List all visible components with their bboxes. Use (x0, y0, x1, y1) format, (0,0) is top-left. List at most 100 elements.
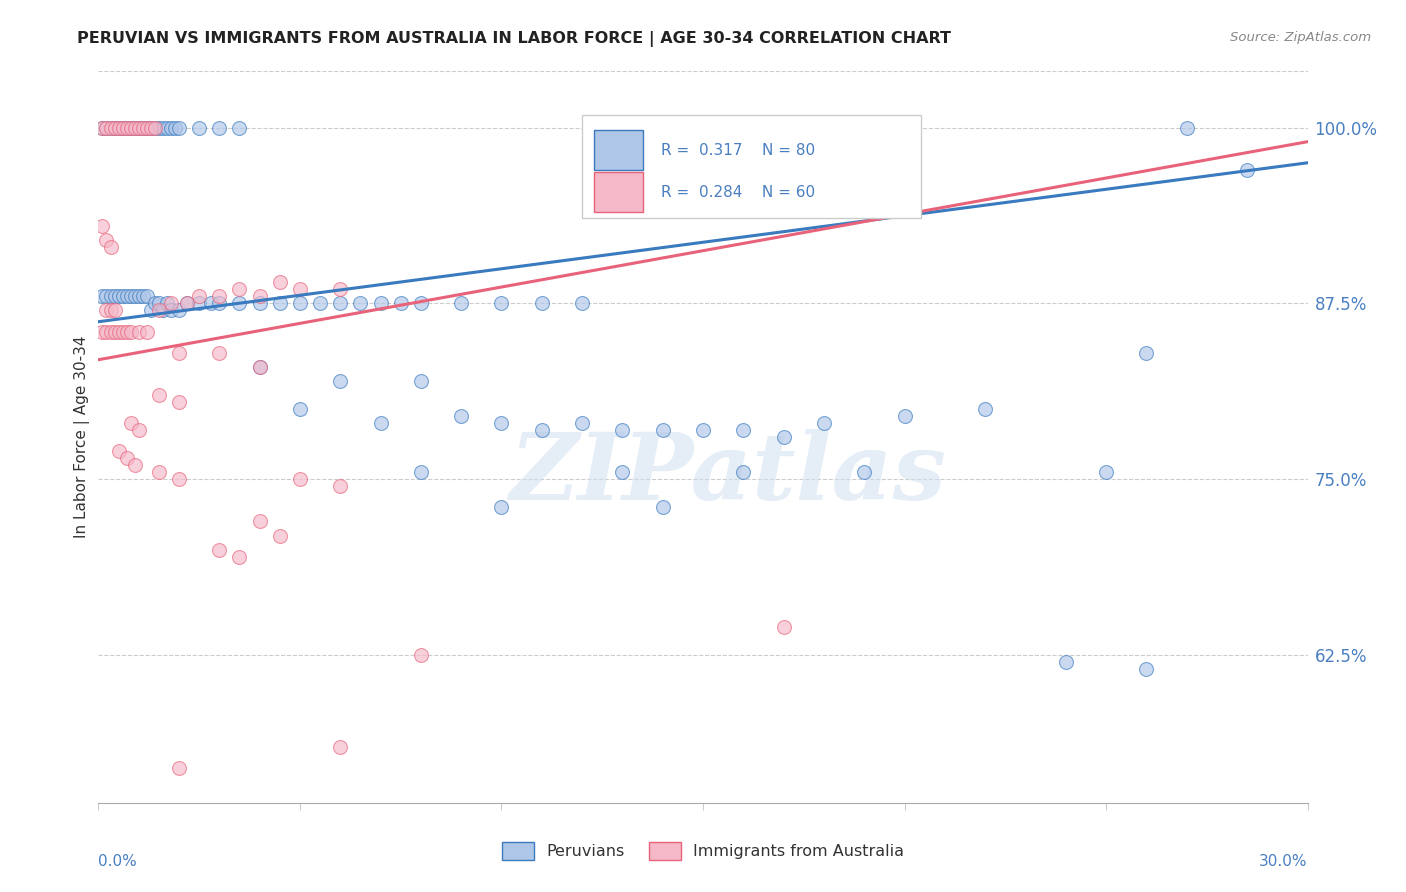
Point (96, 120, 118, 135)
Point (269, 276, 291, 290)
Point (1135, 345, 1157, 359)
Point (163, 120, 186, 135)
Text: R =  0.317    N = 80: R = 0.317 N = 80 (661, 143, 815, 158)
Point (148, 388, 170, 402)
Point (409, 374, 432, 388)
Point (228, 549, 250, 564)
Point (409, 648, 432, 662)
Point (188, 289, 211, 303)
Point (228, 296, 250, 310)
Point (228, 120, 250, 135)
Point (100, 325, 122, 339)
Point (228, 282, 250, 296)
Point (135, 289, 157, 303)
Point (148, 296, 170, 310)
Point (409, 465, 432, 479)
Point (103, 289, 125, 303)
Point (530, 423, 553, 437)
Point (269, 528, 291, 542)
Point (124, 289, 146, 303)
Point (135, 120, 157, 135)
Point (167, 303, 190, 318)
Point (733, 423, 755, 437)
Point (571, 416, 593, 430)
Point (249, 515, 271, 529)
Point (96, 233, 118, 247)
Point (139, 303, 162, 318)
Point (107, 444, 129, 458)
Point (128, 423, 150, 437)
Point (128, 120, 150, 135)
Point (249, 289, 271, 303)
Text: R =  0.284    N = 60: R = 0.284 N = 60 (661, 185, 815, 200)
Point (107, 325, 129, 339)
Point (389, 296, 412, 310)
Point (733, 465, 755, 479)
Point (103, 303, 125, 318)
Point (120, 416, 142, 430)
Point (853, 465, 876, 479)
Point (1095, 465, 1118, 479)
Point (100, 120, 122, 135)
Point (249, 296, 271, 310)
Point (612, 423, 634, 437)
Point (329, 374, 352, 388)
Point (160, 303, 183, 318)
Point (288, 472, 311, 486)
Text: 30.0%: 30.0% (1260, 854, 1308, 869)
Point (329, 739, 352, 754)
Text: 0.0%: 0.0% (98, 854, 138, 869)
Point (208, 345, 231, 359)
Point (96, 303, 118, 318)
Point (143, 296, 166, 310)
Point (111, 120, 134, 135)
Point (450, 296, 472, 310)
Point (176, 296, 198, 310)
Point (107, 289, 129, 303)
Point (288, 296, 311, 310)
Point (135, 120, 157, 135)
Point (120, 289, 142, 303)
Point (370, 416, 392, 430)
Point (167, 345, 190, 359)
Point (772, 430, 794, 444)
Legend: Peruvians, Immigrants from Australia: Peruvians, Immigrants from Australia (494, 833, 912, 868)
Point (135, 325, 157, 339)
Point (111, 325, 134, 339)
Point (491, 416, 513, 430)
Point (124, 120, 146, 135)
Point (167, 120, 190, 135)
Point (148, 465, 170, 479)
Point (139, 120, 162, 135)
Point (1236, 162, 1258, 177)
Point (249, 359, 271, 374)
Point (651, 500, 673, 515)
Point (96, 325, 118, 339)
Point (115, 120, 138, 135)
Point (160, 296, 183, 310)
Point (96, 289, 118, 303)
Point (132, 289, 155, 303)
Point (132, 120, 155, 135)
Point (143, 120, 166, 135)
Text: Source: ZipAtlas.com: Source: ZipAtlas.com (1230, 31, 1371, 45)
Point (208, 296, 231, 310)
Point (128, 289, 150, 303)
Point (100, 240, 122, 254)
Point (491, 296, 513, 310)
Point (128, 120, 150, 135)
Point (288, 282, 311, 296)
Point (167, 395, 190, 409)
Text: ZIPatlas: ZIPatlas (509, 429, 946, 518)
Point (893, 409, 915, 423)
Point (124, 458, 146, 473)
FancyBboxPatch shape (595, 130, 643, 170)
Point (612, 465, 634, 479)
Point (200, 296, 222, 310)
Point (772, 620, 794, 634)
Point (208, 289, 231, 303)
Point (208, 120, 231, 135)
Point (120, 325, 142, 339)
Point (91, 325, 114, 339)
Point (100, 303, 122, 318)
